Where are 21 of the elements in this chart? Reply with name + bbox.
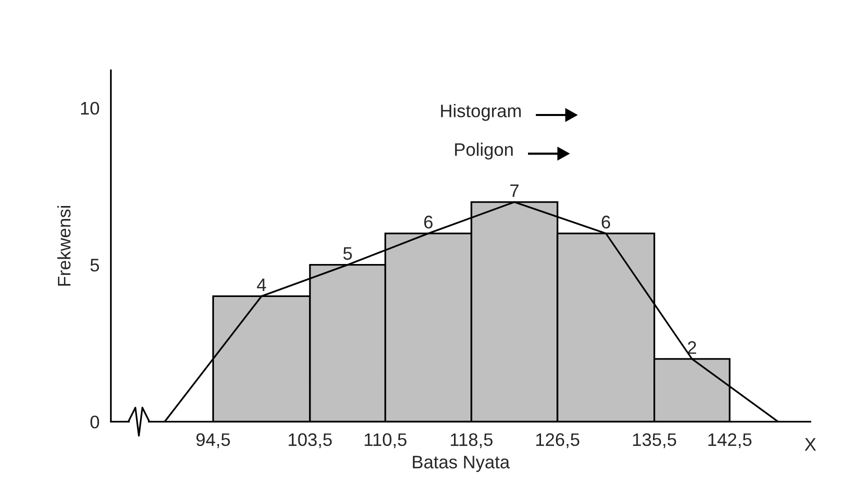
x-tick-label: 94,5 <box>196 433 230 448</box>
x-tick-label: 110,5 <box>364 433 406 448</box>
annotation: Poligon <box>455 142 513 160</box>
y-tick-label: 5 <box>90 258 100 272</box>
y-axis-title: Frekwensi <box>57 206 71 286</box>
text: X <box>804 438 816 451</box>
x-axis-title: Batas Nyata <box>412 456 510 472</box>
annotation: Histogram <box>441 104 521 121</box>
data-label: 7 <box>510 184 519 197</box>
x-tick-label: 126,5 <box>536 433 580 448</box>
data-label: 4 <box>256 278 266 292</box>
data-label: 2 <box>688 341 696 354</box>
data-label: 6 <box>602 216 610 228</box>
y-tick-label: 0 <box>90 416 100 428</box>
y-tick-label: 10 <box>81 102 100 115</box>
data-label: 5 <box>343 247 352 260</box>
x-tick-label: 142,5 <box>708 433 752 448</box>
x-tick-label: 118,5 <box>450 433 493 448</box>
x-tick-label: 103,5 <box>288 433 332 448</box>
x-tick-label: 135,5 <box>633 433 676 448</box>
data-label: 6 <box>424 216 433 228</box>
